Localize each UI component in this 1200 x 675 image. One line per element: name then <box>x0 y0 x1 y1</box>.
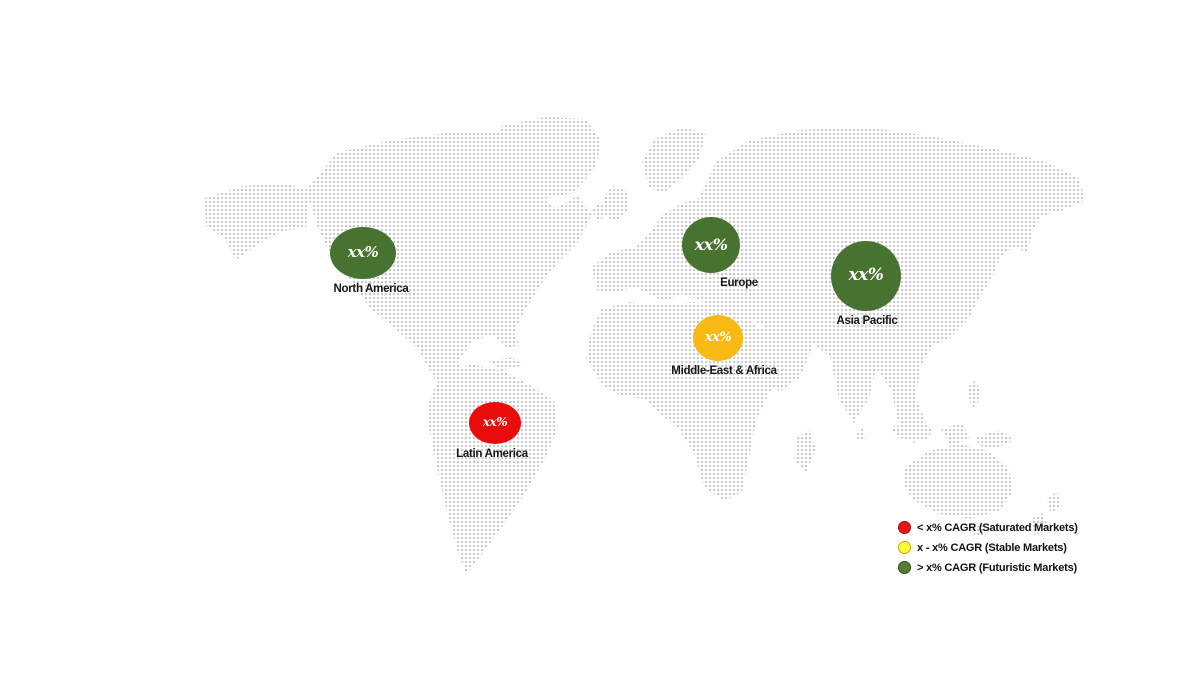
legend-item-saturated-markets: < x% CAGR (Saturated Markets) <box>898 521 1078 534</box>
legend-item-futuristic-markets: > x% CAGR (Futuristic Markets) <box>898 561 1078 574</box>
region-label-north-america: North America <box>333 283 409 295</box>
region-bubble-middle-east-africa: xx% <box>693 315 743 361</box>
region-bubble-europe: xx% <box>682 217 740 273</box>
region-label-europe: Europe <box>720 277 758 289</box>
region-value-latin-america: xx% <box>482 415 508 429</box>
region-value-asia-pacific: xx% <box>848 265 884 285</box>
region-bubble-asia-pacific: xx% <box>831 241 901 311</box>
region-label-asia-pacific: Asia Pacific <box>836 315 898 327</box>
region-bubble-north-america: xx% <box>330 227 396 279</box>
legend-label-futuristic: > x% CAGR (Futuristic Markets) <box>917 561 1077 574</box>
region-value-north-america: xx% <box>347 243 379 261</box>
legend-label-stable: x - x% CAGR (Stable Markets) <box>917 541 1067 554</box>
legend-label-saturated: < x% CAGR (Saturated Markets) <box>917 521 1078 534</box>
region-bubble-latin-america: xx% <box>469 402 521 444</box>
continents-silhouette <box>205 117 1086 574</box>
region-label-middle-east-africa: Middle-East & Africa <box>671 365 777 377</box>
legend: < x% CAGR (Saturated Markets) x - x% CAG… <box>898 521 1078 574</box>
legend-dot-futuristic-icon <box>898 561 911 574</box>
region-label-latin-america: Latin America <box>456 448 528 460</box>
region-value-europe: xx% <box>694 234 728 254</box>
region-value-middle-east-africa: xx% <box>704 329 732 345</box>
legend-dot-stable-icon <box>898 541 911 554</box>
legend-item-stable-markets: x - x% CAGR (Stable Markets) <box>898 541 1078 554</box>
legend-dot-saturated-icon <box>898 521 911 534</box>
